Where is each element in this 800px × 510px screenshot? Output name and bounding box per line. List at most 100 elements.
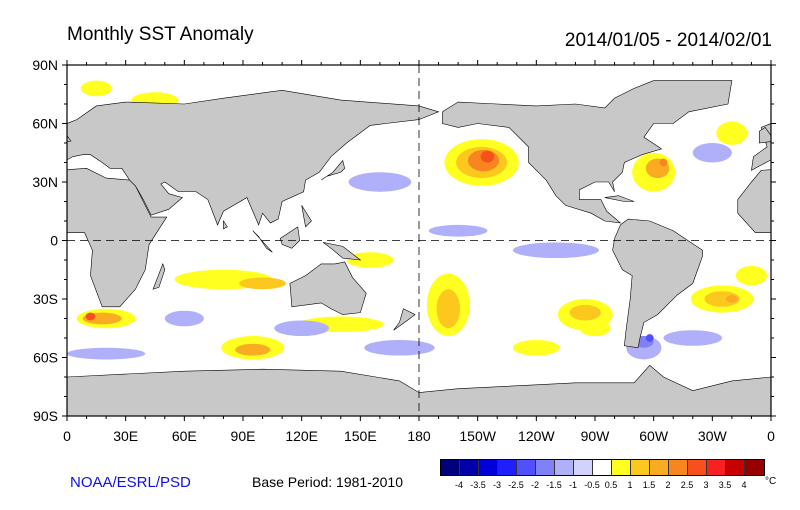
landmass [737,169,771,233]
colorbar-label: -1 [568,480,578,490]
anomaly-region [32,266,63,286]
anomaly-region [80,80,112,97]
landmass [67,364,771,416]
anomaly-region [704,291,740,307]
landmass [252,230,273,253]
colorbar-swatch [574,460,593,475]
lat-label: 0 [50,233,58,249]
landmass [442,80,733,224]
anomaly-region [1,291,36,307]
lon-label: 120W [518,428,555,444]
colorbar-label: 4 [741,480,747,490]
landmass [612,218,703,349]
colorbar-label: -3 [492,480,502,490]
anomaly-region [787,313,800,325]
credit-label: NOAA/ESRL/PSD [70,474,191,491]
colorbar-label: -0.5 [584,480,600,490]
lon-label: 120E [285,428,318,444]
anomaly-region [348,172,412,192]
lat-label: 60S [33,350,58,366]
colorbar-swatch [498,460,517,475]
colorbar-label: 1 [627,480,633,490]
landmass [770,376,771,416]
anomaly-region [716,121,748,145]
lon-label: 30E [113,428,138,444]
base-period-label: Base Period: 1981-2010 [252,474,403,490]
anomaly-region [512,339,560,356]
anomaly-region [785,81,800,97]
colorbar-swatch [707,460,726,475]
colorbar-swatch [460,460,479,475]
anomaly-region [346,252,394,268]
colorbar-swatch [631,460,650,475]
colorbar-label: -3.5 [470,480,486,490]
colorbar-label: -2.5 [508,480,524,490]
anomaly-region [512,242,599,259]
anomaly-region [85,312,96,321]
lon-label: 0 [767,428,775,444]
anomaly-region [735,265,768,286]
anomaly-region [436,289,461,329]
landmass [67,90,440,226]
lat-label: 60N [32,116,58,132]
anomaly-region [781,309,800,329]
landmass [289,261,367,315]
lon-label: 180 [407,428,431,444]
anomaly-region [274,320,330,337]
lon-label: 150W [459,428,496,444]
lon-label: 90W [581,428,611,444]
landmass [67,135,72,142]
landmass [223,220,228,230]
colorbar-swatch [726,460,745,475]
lon-label: 90E [231,428,256,444]
anomaly-region [0,143,28,163]
colorbar-swatch [479,460,498,475]
lat-label: 90S [33,408,58,424]
colorbar-label: 3 [703,480,709,490]
landmass [322,242,362,261]
landmass [67,168,168,308]
lat-label: 30S [33,291,58,307]
colorbar-swatch [555,460,574,475]
colorbar-swatch [517,460,536,475]
landmass [279,226,301,249]
colorbar-swatch [612,460,631,475]
anomaly-region [428,224,488,237]
anomaly-region [164,310,204,327]
anomaly-region [67,347,146,360]
anomaly-region [0,330,18,346]
colorbar-swatch [669,460,688,475]
anomaly-region [480,150,495,163]
lon-label: 30W [698,428,728,444]
date-range: 2014/01/05 - 2014/02/01 [564,30,772,51]
colorbar-swatch [593,460,612,475]
anomaly-region [364,339,435,356]
landmass [604,195,635,202]
landmass [301,205,312,228]
landmass [393,308,416,331]
colorbar-swatch [536,460,555,475]
colorbar-label: 2.5 [680,480,694,490]
lon-label: 60W [639,428,669,444]
landmass [321,159,346,181]
unit-label: °C [765,476,777,487]
colorbar-label: 3.5 [718,480,732,490]
landmass [758,126,771,144]
anomaly-region [790,313,800,321]
colorbar-label: 1.5 [642,480,656,490]
anomaly-region [663,330,723,346]
colorbar-swatch [688,460,707,475]
map-title: Monthly SST Anomaly [67,24,254,45]
land-layer [67,80,771,416]
lon-label: 150E [344,428,377,444]
anomaly-region [726,295,738,303]
lat-label: 30N [32,174,58,190]
colorbar-swatch [650,460,669,475]
colorbar-label: -4 [454,480,464,490]
anomaly-region [22,295,34,303]
anomaly-region [645,334,654,342]
colorbar [440,459,765,476]
colorbar-label: -1.5 [546,480,562,490]
landmass [152,263,166,290]
